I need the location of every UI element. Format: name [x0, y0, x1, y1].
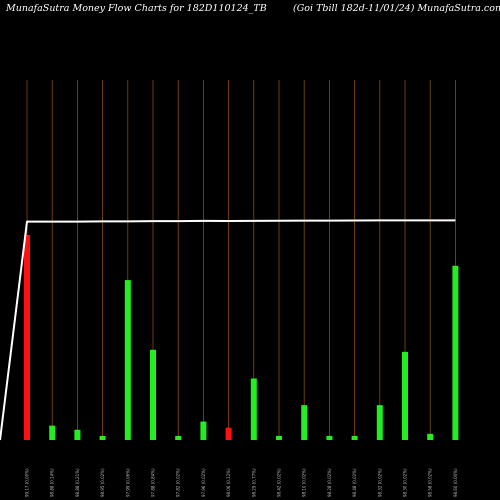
x-tick-label: 98.58 (0.02%) [428, 468, 433, 497]
x-tick-label: 98.06 (0.12%) [226, 468, 231, 497]
money-flow-bar [74, 429, 81, 440]
money-flow-bar [250, 378, 257, 440]
x-tick-label: 98.48 (0.02%) [352, 468, 357, 497]
money-flow-bars [24, 235, 459, 440]
money-flow-bar [150, 349, 156, 440]
money-flow-bar [402, 351, 408, 440]
x-tick-label: 97.82 (0.02%) [176, 468, 181, 497]
money-flow-bar [376, 405, 383, 440]
money-flow-bar [225, 427, 232, 440]
gridlines [26, 80, 456, 440]
money-flow-bar [175, 435, 182, 440]
money-flow-bar [276, 435, 282, 440]
x-tick-label: 98.32 (0.02%) [377, 468, 382, 497]
money-flow-bar [326, 435, 333, 440]
money-flow-bar [124, 280, 131, 440]
x-tick-labels: 99.17 (0.00%) 98.88 (0.14%) 98.88 (0.21%) 9… [25, 468, 458, 497]
x-tick-label: 98.88 (0.21%) [75, 468, 80, 497]
chart-subtitle: (Goi Tbill 182d-11/01/24) MunafaSutra.co… [293, 3, 500, 14]
money-flow-bar [301, 405, 308, 440]
x-tick-label: 98.95 (0.02%) [100, 468, 105, 497]
money-flow-bar [452, 265, 459, 440]
x-tick-label: 98.30 (0.02%) [403, 468, 408, 497]
money-flow-bar [427, 433, 434, 440]
x-tick-label: 98.29 (0.77%) [251, 468, 256, 497]
money-flow-bar [99, 435, 106, 440]
chart-title: MunafaSutra Money Flow Charts for 182D11… [5, 3, 267, 14]
price-line-layer [0, 219, 456, 441]
x-tick-label: 97.88 (0.84%) [151, 468, 156, 497]
x-tick-label: 98.60 (0.00%) [453, 468, 458, 497]
money-flow-bar [351, 435, 358, 440]
x-tick-label: 98.88 (0.14%) [50, 468, 55, 497]
money-flow-bar [49, 425, 56, 440]
x-tick-label: 97.99 (0.06%) [125, 468, 130, 497]
x-tick-label: 97.96 (0.02%) [201, 468, 206, 497]
money-flow-bar [24, 235, 30, 440]
x-tick-label: 98.42 (0.02%) [277, 468, 282, 497]
x-tick-label: 98.10 (0.02%) [302, 468, 307, 497]
x-tick-label: 98.28 (0.02%) [327, 468, 332, 497]
money-flow-bar [200, 421, 207, 440]
x-tick-label: 99.17 (0.00%) [25, 468, 30, 497]
price-line [0, 219, 456, 441]
